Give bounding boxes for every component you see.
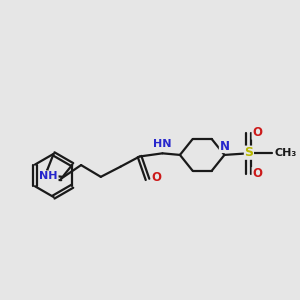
Text: NH: NH	[40, 171, 58, 181]
Text: N: N	[219, 140, 230, 152]
Text: HN: HN	[153, 139, 171, 149]
Text: S: S	[244, 146, 253, 159]
Text: O: O	[252, 126, 262, 139]
Text: O: O	[252, 167, 262, 181]
Text: CH₃: CH₃	[274, 148, 297, 158]
Text: O: O	[152, 171, 161, 184]
